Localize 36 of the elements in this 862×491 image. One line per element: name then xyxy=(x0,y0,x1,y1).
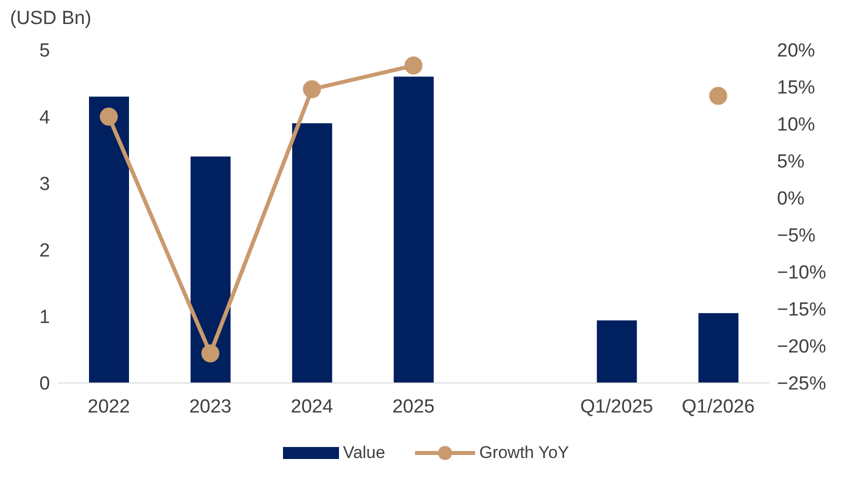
y2-tick-label: 0% xyxy=(777,188,805,210)
bar xyxy=(89,96,129,383)
point xyxy=(709,86,728,105)
bar xyxy=(698,313,738,383)
y-tick-label: 5 xyxy=(39,40,50,62)
x-tick-label: 2024 xyxy=(290,396,334,418)
y2-tick-label: −5% xyxy=(777,226,816,247)
x-tick-label: Q1/2026 xyxy=(682,396,755,418)
y2-tick-label: 20% xyxy=(777,40,816,62)
bar xyxy=(596,320,637,383)
x-tick-label: 2022 xyxy=(88,396,130,418)
y2-tick-label: 10% xyxy=(777,114,816,136)
y2-tick-label: 5% xyxy=(777,152,805,173)
x-tick-label: 2025 xyxy=(392,396,435,418)
x-tick-label: 2023 xyxy=(189,396,232,418)
y-tick-label: 2 xyxy=(39,240,50,262)
y2-tick-label: −10% xyxy=(777,262,826,284)
y-tick-label: 3 xyxy=(39,174,50,195)
y2-tick-label: −25% xyxy=(777,374,826,395)
y-tick-label: 0 xyxy=(39,374,50,395)
y2-tick-label: 15% xyxy=(777,78,816,99)
y-axis-title: (USD Bn) xyxy=(10,8,92,30)
point xyxy=(404,56,422,75)
bar xyxy=(292,123,332,383)
x-tick-label: Q1/2025 xyxy=(580,396,654,418)
point xyxy=(302,80,321,98)
legend-label: Growth YoY xyxy=(478,443,569,463)
y-tick-label: 4 xyxy=(39,107,50,128)
y2-tick-label: −20% xyxy=(777,336,826,358)
y-tick-label: 1 xyxy=(39,307,50,328)
legend-label: Value xyxy=(342,443,386,463)
y2-tick-label: −15% xyxy=(777,300,826,321)
bar xyxy=(394,76,434,383)
point xyxy=(201,344,220,362)
bar xyxy=(190,156,231,383)
point xyxy=(100,108,118,126)
